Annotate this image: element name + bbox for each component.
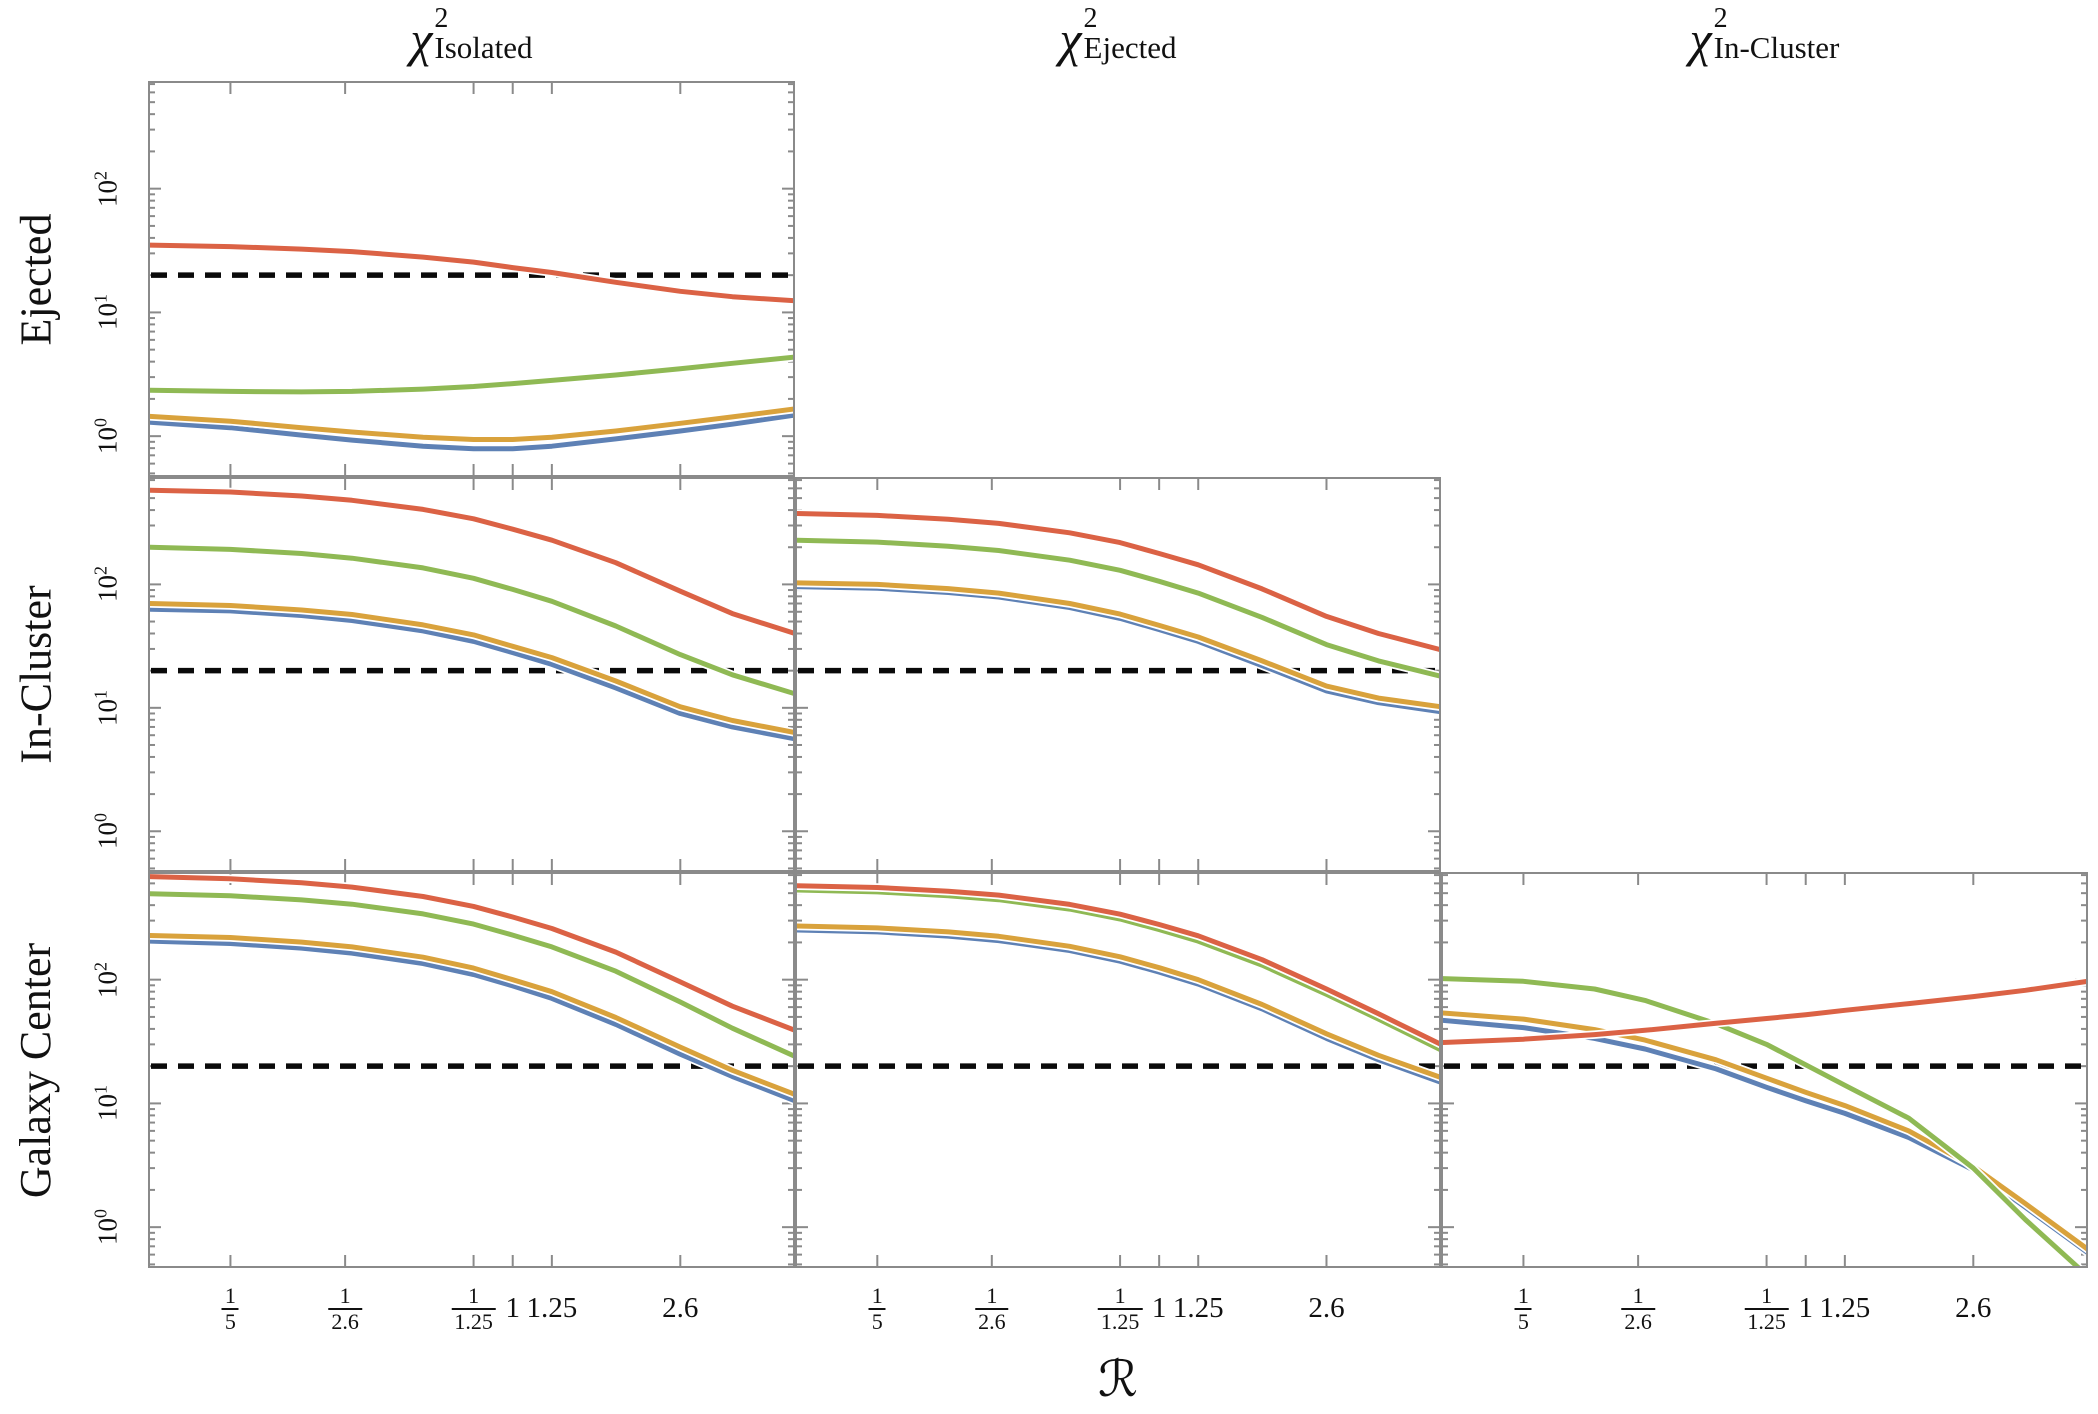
- series-green-line: [797, 537, 1439, 679]
- chi-subscript: Isolated: [434, 30, 533, 65]
- panel-frame: [1441, 872, 2088, 1268]
- x-tick-label-1-over-2.6-col1: 1 2.6: [975, 1284, 1009, 1334]
- series-green-line: [150, 354, 793, 395]
- series-orange-line: [797, 923, 1439, 1080]
- panel-frame: [148, 477, 795, 872]
- x-tick-label-1.25-col2: 1.25: [1819, 1292, 1871, 1324]
- tick-marks: [149, 82, 794, 476]
- chi-subscript: In-Cluster: [1713, 30, 1840, 65]
- panel-frame: [795, 477, 1441, 872]
- panel-frame: [148, 81, 795, 477]
- series-blue-line: [150, 606, 793, 742]
- chart-galaxycenter-vs-ejected: [795, 872, 1441, 1268]
- series-red-line: [150, 874, 793, 1033]
- x-tick-label-1-over-2.6-col0: 1 2.6: [328, 1284, 362, 1334]
- x-tick-label-1-over-1.25-col0: 1 1.25: [451, 1284, 496, 1334]
- tick-marks: [796, 478, 1440, 871]
- series-orange-line: [150, 932, 793, 1097]
- series-orange-line: [1443, 1010, 2086, 1252]
- y-tick-label-10e2-row2: 102: [90, 961, 123, 998]
- panel-galaxycenter-vs-isolated: [148, 872, 795, 1268]
- x-tick-label-2.6-col2: 2.6: [1955, 1292, 1992, 1324]
- y-tick-label-10e0-row1: 100: [90, 813, 123, 850]
- panel-galaxycenter-vs-ejected: [795, 872, 1441, 1268]
- column-title-isolated: χ 2 Isolated: [148, 4, 795, 80]
- series-red-line: [1443, 979, 2086, 1046]
- y-tick-label-10e0-row0: 100: [90, 418, 123, 455]
- x-tick-label-1-over-1.25-col1: 1 1.25: [1097, 1284, 1143, 1334]
- row-label-ejected: Ejected: [8, 81, 64, 477]
- y-tick-label-10e1-row0: 101: [90, 294, 123, 331]
- series-orange-line: [150, 601, 793, 735]
- chi-symbol: χ: [1689, 11, 1712, 67]
- series-green-line: [1443, 976, 2081, 1266]
- series-green-line: [150, 544, 793, 696]
- series-green-line: [797, 887, 1439, 1052]
- series-blue-line: [1443, 1017, 2086, 1255]
- panel-galaxycenter-vs-incluster: [1441, 872, 2088, 1268]
- panel-frame: [795, 872, 1441, 1268]
- series-green-line: [150, 891, 793, 1059]
- chi-exponent: 2: [1713, 3, 1728, 34]
- series-blue-line: [150, 938, 793, 1103]
- row-label-in-cluster: In-Cluster: [8, 477, 64, 872]
- row-label-text: Galaxy Center: [11, 942, 61, 1198]
- x-tick-label-1-over-1.25-col2: 1 1.25: [1744, 1284, 1789, 1334]
- chart-incluster-vs-isolated: [148, 477, 795, 872]
- series-red-line: [150, 487, 793, 636]
- y-tick-label-10e1-row2: 101: [90, 1085, 123, 1122]
- column-title-in-cluster: χ 2 In-Cluster: [1441, 4, 2088, 80]
- series-blue-line: [150, 412, 793, 452]
- chi-exponent: 2: [1083, 3, 1098, 34]
- x-tick-label-1-col1: 1: [1151, 1292, 1167, 1324]
- series-orange-line: [150, 406, 793, 442]
- panel-ejected-vs-isolated: [148, 81, 795, 477]
- y-tick-label-10e1-row1: 101: [90, 689, 123, 726]
- x-tick-label-2.6-col0: 2.6: [662, 1292, 699, 1324]
- row-label-text: In-Cluster: [11, 585, 61, 764]
- panel-frame: [148, 872, 795, 1268]
- panel-incluster-vs-ejected: [795, 477, 1441, 872]
- x-axis-title: ℛ: [1098, 1350, 1138, 1408]
- chart-ejected-vs-isolated: [148, 81, 795, 477]
- y-tick-label-10e2-row1: 102: [90, 566, 123, 603]
- tick-marks: [149, 478, 794, 871]
- x-tick-label-1-col2: 1: [1798, 1292, 1813, 1324]
- chi-symbol: χ: [1059, 11, 1082, 67]
- series-orange-casing: [1443, 1008, 2086, 1254]
- panel-incluster-vs-isolated: [148, 477, 795, 872]
- column-title-ejected: χ 2 Ejected: [795, 4, 1441, 80]
- series-red-line: [797, 883, 1439, 1047]
- x-tick-label-2.6-col1: 2.6: [1308, 1292, 1345, 1324]
- tick-marks: [796, 873, 1440, 1267]
- x-tick-label-1.25-col0: 1.25: [526, 1292, 578, 1324]
- tick-marks: [149, 873, 794, 1267]
- chart-galaxycenter-vs-incluster: [1441, 872, 2088, 1268]
- chi-exponent: 2: [434, 3, 449, 34]
- chi-symbol: χ: [410, 11, 433, 67]
- series-red-line: [797, 511, 1439, 652]
- y-tick-label-10e0-row2: 100: [90, 1209, 123, 1246]
- series-blue-casing: [1443, 1016, 2086, 1257]
- x-tick-label-1-col0: 1: [505, 1292, 520, 1324]
- chart-incluster-vs-ejected: [795, 477, 1441, 872]
- series-orange-line: [797, 580, 1439, 710]
- chi-subscript: Ejected: [1083, 30, 1177, 65]
- row-label-galaxy-center: Galaxy Center: [8, 872, 64, 1268]
- tick-marks: [1442, 873, 2087, 1267]
- x-tick-label-1-over-2.6-col2: 1 2.6: [1621, 1284, 1655, 1334]
- y-tick-label-10e2-row0: 102: [90, 170, 123, 207]
- row-label-text: Ejected: [11, 213, 61, 345]
- series-green-casing: [797, 535, 1439, 681]
- chart-galaxycenter-vs-isolated: [148, 872, 795, 1268]
- series-red-line: [150, 242, 793, 304]
- x-tick-label-1.25-col1: 1.25: [1172, 1292, 1224, 1324]
